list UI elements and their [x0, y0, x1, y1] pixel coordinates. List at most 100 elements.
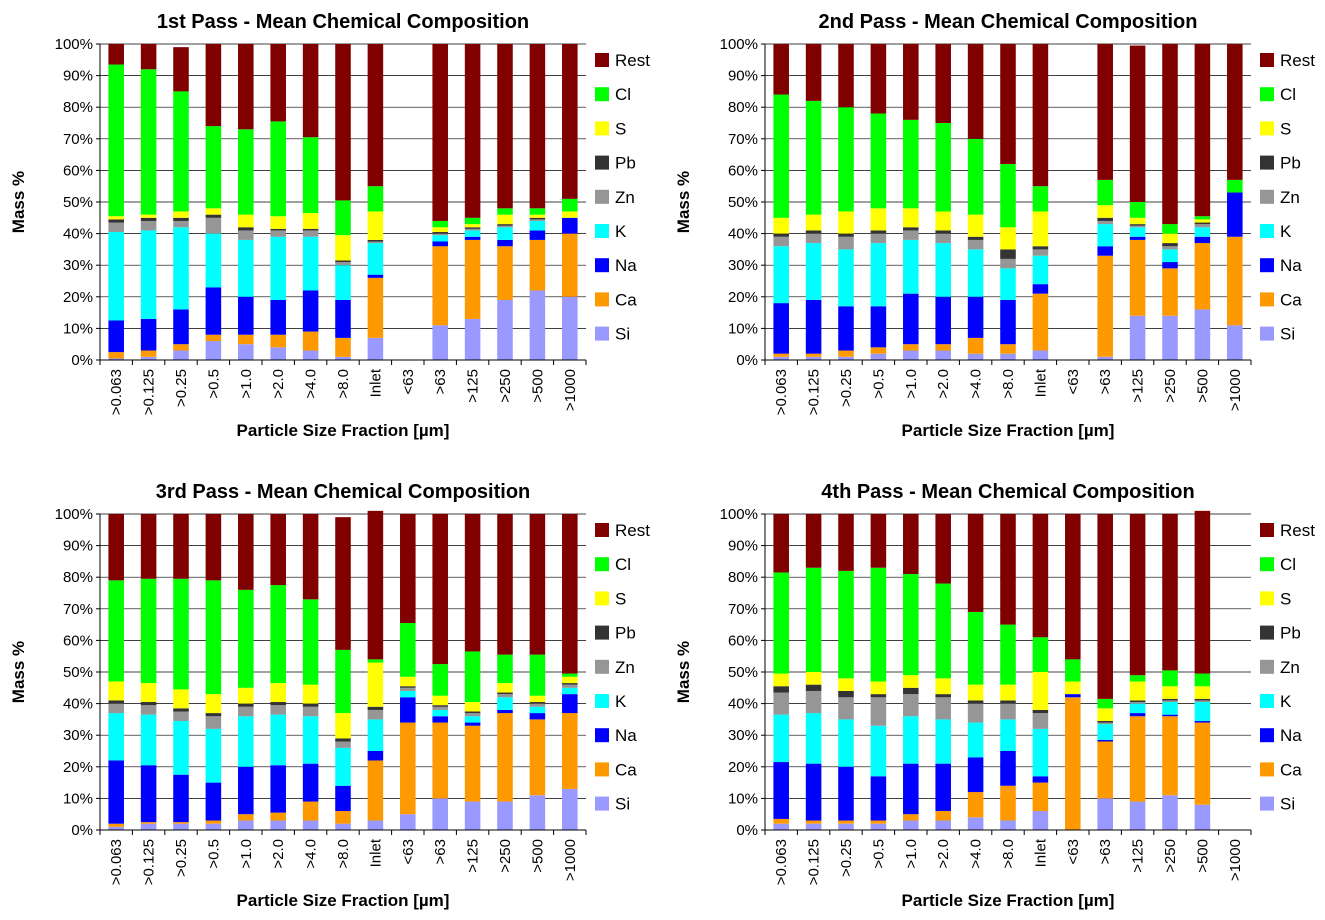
bar-segment-si — [367, 337, 384, 360]
bar-segment-zn — [464, 228, 481, 231]
bar-segment-k — [935, 243, 951, 297]
bar-segment-pb — [497, 224, 513, 226]
bar-segment-k — [497, 227, 513, 240]
bar-segment-zn — [108, 703, 124, 714]
bar-segment-na — [1162, 262, 1178, 269]
bar-segment-zn — [1162, 700, 1178, 703]
x-tick-label: >2.0 — [935, 369, 952, 399]
bar-segment-rest — [367, 44, 384, 187]
bar-segment-s — [1162, 686, 1178, 699]
bar-segment-si — [805, 356, 822, 360]
bar-segment-s — [1032, 211, 1049, 247]
bar-segment-si — [1129, 801, 1146, 830]
bar-segment-si — [108, 826, 124, 830]
x-tick-label: <63 — [1065, 369, 1082, 394]
bar-segment-cl — [838, 570, 854, 679]
y-tick-label: 70% — [728, 601, 758, 618]
bar-segment-na — [205, 287, 222, 335]
bar-segment-zn — [1032, 249, 1049, 256]
bar-segment-na — [270, 765, 286, 813]
bar-segment-k — [432, 235, 448, 242]
bar-segment-s — [562, 676, 578, 684]
bar-segment-ca — [935, 811, 951, 821]
bar-segment-na — [302, 290, 319, 332]
bar-segment-rest — [1032, 44, 1049, 187]
bar-segment-cl — [1097, 698, 1113, 709]
bar-segment-cl — [108, 64, 124, 217]
bar-segment-cl — [1000, 164, 1016, 228]
bar-segment-cl — [967, 138, 984, 215]
bar-segment-zn — [805, 690, 822, 714]
bar-segment-na — [400, 697, 416, 723]
bar-segment-si — [270, 347, 286, 360]
bar-segment-cl — [773, 94, 789, 218]
legend-swatch-cl — [595, 87, 609, 102]
bar-segment-pb — [302, 703, 319, 707]
x-tick-label: >0.5 — [205, 839, 222, 869]
legend-label-s: S — [1280, 589, 1291, 608]
bar-segment-ca — [967, 337, 984, 354]
bar-segment-zn — [967, 703, 984, 723]
bar-segment-s — [1000, 227, 1016, 250]
legend-label-na: Na — [615, 726, 637, 745]
bar-segment-na — [432, 716, 448, 723]
bar-segment-ca — [1227, 236, 1243, 326]
bar-segment-si — [173, 823, 189, 830]
x-tick-label: >0.125 — [141, 839, 158, 885]
bar-segment-k — [367, 243, 384, 275]
bar-segment-rest — [903, 514, 919, 575]
bar-segment-pb — [773, 233, 789, 237]
bar-segment-k — [497, 697, 513, 710]
bar-segment-rest — [1129, 45, 1146, 202]
legend-swatch-zn — [1260, 659, 1274, 674]
bar-segment-zn — [205, 217, 222, 234]
x-tick-label: >8.0 — [335, 369, 352, 399]
bar-segment-pb — [903, 687, 919, 695]
bar-segment-k — [108, 713, 124, 761]
bar-segment-cl — [302, 137, 319, 214]
bar-segment-rest — [967, 44, 984, 139]
y-tick-label: 60% — [728, 632, 758, 649]
bar-segment-cl — [1194, 673, 1211, 687]
chart-4th-pass: 4th Pass - Mean Chemical Composition 0% 10… — [665, 470, 1325, 920]
bar-segment-na — [529, 713, 546, 720]
bar-segment-pb — [1194, 698, 1211, 701]
bar-segment-ca — [335, 811, 351, 824]
y-axis-label: Mass % — [9, 641, 28, 703]
bar-segment-ca — [773, 353, 789, 357]
y-tick-label: 40% — [63, 226, 93, 243]
bar-segment-zn — [1194, 224, 1211, 228]
legend-label-na: Na — [1280, 726, 1302, 745]
legend-swatch-ca — [1260, 762, 1274, 777]
bar-segment-s — [335, 713, 351, 739]
bar-segment-k — [302, 236, 319, 291]
bar-segment-si — [805, 823, 822, 830]
bar-segment-rest — [432, 44, 448, 221]
y-tick-label: 60% — [63, 632, 93, 649]
bar-segment-s — [1129, 217, 1146, 225]
bar-segment-si — [838, 356, 854, 360]
x-tick-label: >2.0 — [935, 839, 952, 869]
bar-segment-pb — [870, 230, 887, 234]
x-tick-label: >250 — [497, 839, 514, 873]
legend-label-ca: Ca — [615, 760, 637, 779]
chart-svg: 1st Pass - Mean Chemical Composition 0% 10… — [9, 11, 650, 440]
x-tick-label: <63 — [1065, 839, 1082, 864]
bar-segment-ca — [140, 350, 157, 357]
bar-segment-cl — [967, 611, 984, 685]
y-tick-label: 90% — [63, 538, 93, 555]
bar-segment-ca — [367, 277, 384, 338]
legend-label-k: K — [615, 222, 627, 241]
bar-segment-pb — [367, 706, 384, 710]
bar-segment-si — [173, 350, 189, 360]
legend-label-zn: Zn — [615, 188, 635, 207]
bar-segment-si — [1194, 309, 1211, 360]
bar-segment-ca — [108, 352, 124, 359]
bar-segment-cl — [838, 107, 854, 212]
bar-segment-zn — [967, 239, 984, 250]
legend-label-k: K — [1280, 222, 1292, 241]
bar-segment-na — [140, 765, 157, 823]
bar-segment-pb — [967, 700, 984, 704]
bar-segment-pb — [1097, 217, 1113, 221]
bar-segment-si — [1129, 315, 1146, 360]
